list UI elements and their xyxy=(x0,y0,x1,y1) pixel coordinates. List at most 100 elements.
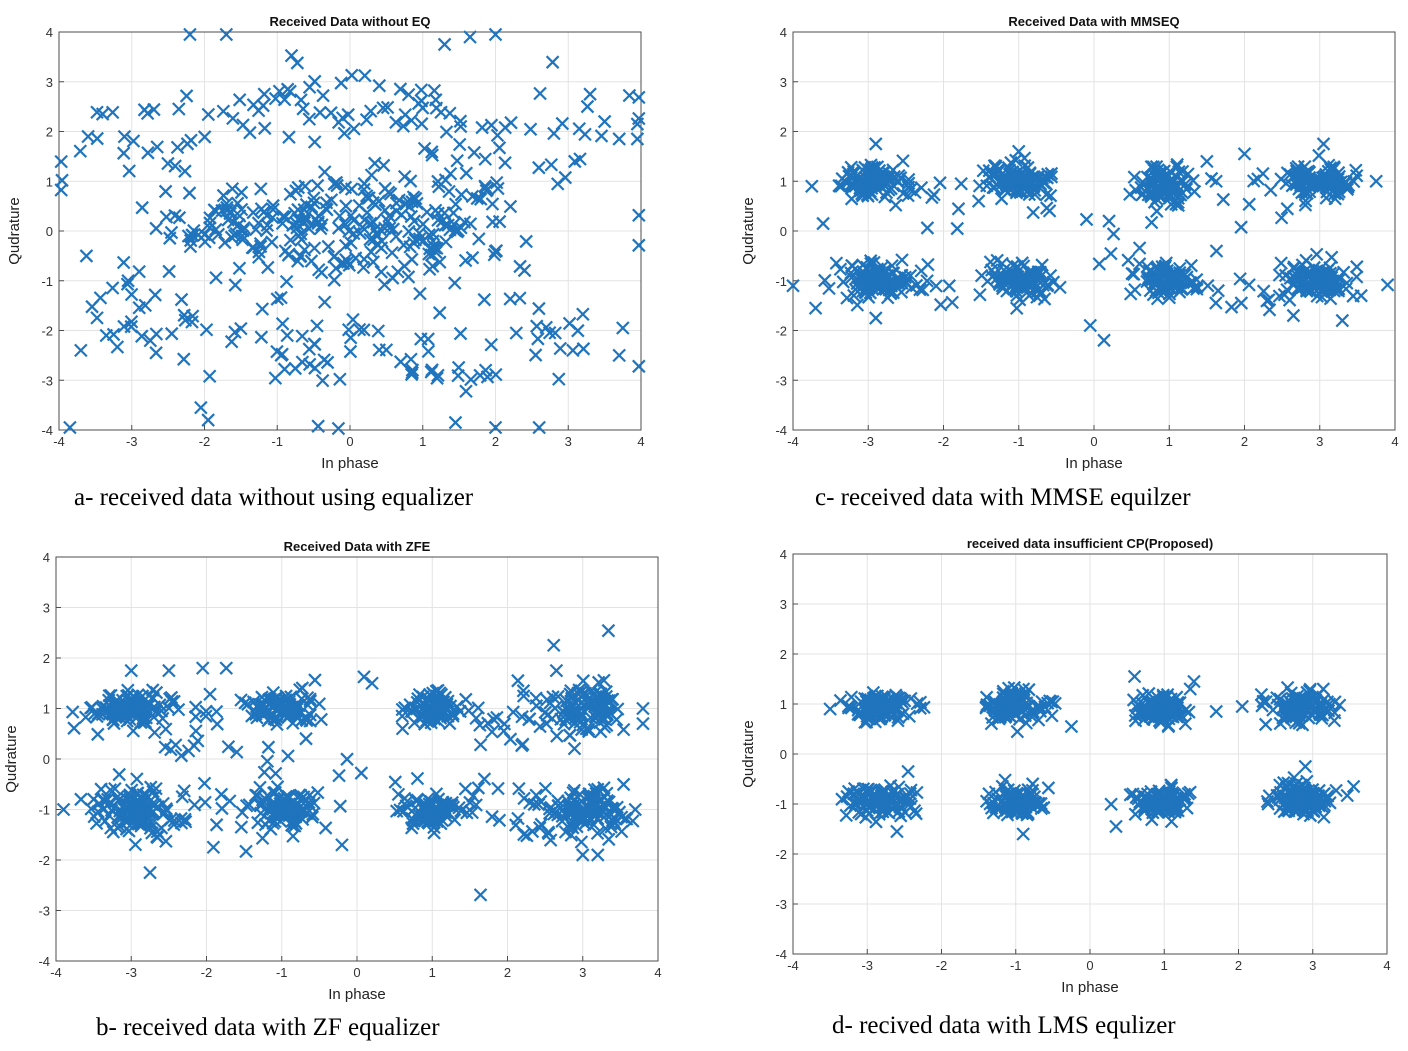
data-point-marker xyxy=(188,709,203,724)
data-point-marker xyxy=(1280,202,1295,216)
caption-b: b- received data with ZF equalizer xyxy=(96,1014,440,1041)
x-tick-label: 4 xyxy=(1383,958,1390,973)
data-point-marker xyxy=(1349,163,1363,177)
data-point-marker xyxy=(586,817,601,832)
data-point-marker xyxy=(286,817,300,832)
data-point-marker xyxy=(983,797,997,811)
data-point-marker xyxy=(299,713,314,728)
chart-title: Received Data with ZFE xyxy=(284,539,431,554)
data-point-marker xyxy=(332,768,346,783)
data-point-marker xyxy=(553,341,568,356)
data-point-marker xyxy=(1136,186,1150,201)
data-point-marker xyxy=(491,781,505,796)
data-point-marker xyxy=(1315,711,1329,726)
data-point-marker xyxy=(347,122,361,136)
data-point-marker xyxy=(1294,178,1308,193)
data-point-marker xyxy=(1274,256,1288,270)
data-point-marker xyxy=(888,788,903,803)
data-point-marker xyxy=(389,115,403,130)
scatter-points xyxy=(54,27,646,436)
data-point-marker xyxy=(282,130,296,144)
data-point-marker xyxy=(1165,785,1180,800)
data-point-marker xyxy=(985,695,999,710)
data-point-marker xyxy=(1005,165,1020,179)
data-point-marker xyxy=(844,266,858,280)
x-tick-label: -4 xyxy=(50,965,62,980)
data-point-marker xyxy=(515,738,529,753)
data-point-marker xyxy=(379,343,394,357)
data-point-marker xyxy=(1017,169,1031,183)
data-point-marker xyxy=(1316,137,1331,151)
y-tick-label: -1 xyxy=(775,797,787,812)
data-point-marker xyxy=(1109,819,1123,834)
data-point-marker xyxy=(180,137,195,151)
data-point-marker xyxy=(594,129,609,143)
x-tick-label: 1 xyxy=(419,434,426,449)
data-point-marker xyxy=(1298,805,1313,820)
data-point-marker xyxy=(516,684,531,698)
data-point-marker xyxy=(427,826,441,840)
data-point-marker xyxy=(260,754,275,769)
data-point-marker xyxy=(318,821,333,835)
data-point-marker xyxy=(124,692,139,706)
data-point-marker xyxy=(99,328,114,343)
data-point-marker xyxy=(270,344,284,359)
data-point-marker xyxy=(602,795,616,809)
data-point-marker xyxy=(1143,705,1158,720)
data-point-marker xyxy=(182,186,197,200)
data-point-marker xyxy=(147,725,162,740)
x-tick-label: 1 xyxy=(429,965,436,980)
data-point-marker xyxy=(405,365,419,380)
data-point-marker xyxy=(405,363,420,377)
y-tick-label: 0 xyxy=(43,752,50,767)
data-point-marker xyxy=(555,814,569,828)
data-point-marker xyxy=(1157,260,1172,275)
data-point-marker xyxy=(397,791,412,806)
data-point-marker xyxy=(407,214,422,228)
data-point-marker xyxy=(327,273,342,287)
data-point-marker xyxy=(272,84,287,99)
data-point-marker xyxy=(1121,253,1135,267)
data-point-marker xyxy=(178,814,193,829)
x-tick-label: -4 xyxy=(53,434,65,449)
data-point-marker xyxy=(164,742,178,757)
x-tick-label: -1 xyxy=(1010,958,1022,973)
data-point-marker xyxy=(294,249,308,263)
data-point-marker xyxy=(279,689,293,703)
data-point-marker xyxy=(154,821,169,835)
y-tick-label: -3 xyxy=(775,897,787,912)
data-point-marker xyxy=(307,337,322,351)
data-point-marker xyxy=(358,68,372,83)
data-point-marker xyxy=(860,260,874,275)
data-point-marker xyxy=(117,129,132,144)
data-point-marker xyxy=(913,695,928,710)
data-point-marker xyxy=(391,264,405,279)
data-point-marker xyxy=(1143,283,1158,298)
data-point-marker xyxy=(1308,696,1323,710)
x-tick-label: -2 xyxy=(936,958,948,973)
data-point-marker xyxy=(102,707,117,721)
x-tick-label: 0 xyxy=(353,965,360,980)
x-tick-label: 2 xyxy=(492,434,499,449)
data-point-marker xyxy=(523,122,538,137)
data-point-marker xyxy=(564,828,579,842)
data-point-marker xyxy=(601,623,616,638)
data-point-marker xyxy=(394,207,409,222)
data-point-marker xyxy=(162,701,176,715)
data-point-marker xyxy=(236,118,250,132)
data-point-marker xyxy=(185,315,199,329)
data-point-marker xyxy=(1020,184,1035,198)
data-point-marker xyxy=(450,224,464,239)
data-point-marker xyxy=(532,821,547,835)
data-point-marker xyxy=(1278,708,1293,722)
x-tick-label: 3 xyxy=(565,434,572,449)
data-point-marker xyxy=(78,710,93,725)
data-point-marker xyxy=(973,287,987,302)
data-point-marker xyxy=(636,701,650,716)
data-point-marker xyxy=(558,170,573,185)
data-point-marker xyxy=(467,145,481,160)
data-point-marker xyxy=(874,789,889,803)
data-point-marker xyxy=(543,696,557,710)
data-point-marker xyxy=(531,332,545,346)
data-point-marker xyxy=(346,213,361,228)
